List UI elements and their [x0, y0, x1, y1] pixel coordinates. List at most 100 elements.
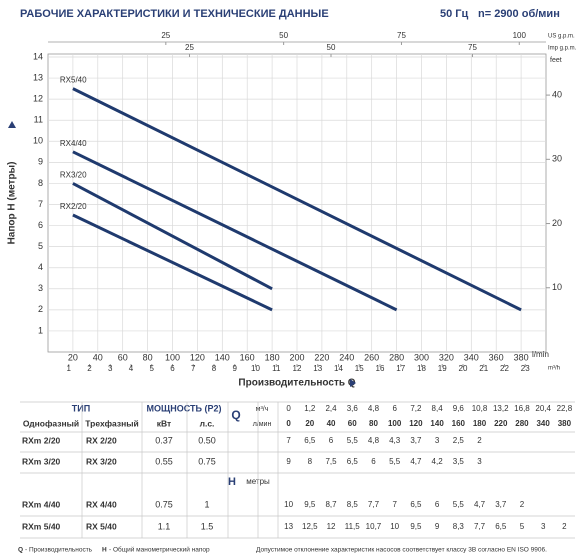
y-tick-label: 5 [38, 241, 43, 251]
series-label: RX3/20 [60, 171, 87, 180]
head-value: 5,5 [453, 500, 465, 509]
y-tick-label: 2 [38, 304, 43, 314]
head-value: 9,5 [304, 500, 316, 509]
head-value: 6,5 [347, 457, 359, 466]
secondary-tick-label: 2 [87, 364, 92, 373]
model-three: RX 5/40 [86, 521, 117, 531]
x-unit: l/min [532, 350, 549, 359]
q-value: 20,4 [535, 404, 551, 413]
series-label: RX2/20 [60, 202, 87, 211]
table-subheader: Трехфазный [85, 418, 138, 428]
y2-tick-label: 20 [552, 218, 562, 228]
secondary-tick-label: 3 [108, 364, 113, 373]
head-value: 4,2 [432, 457, 444, 466]
x-axis-title: Производительность Q [238, 378, 355, 389]
q-value: 100 [388, 419, 402, 428]
series-line [72, 182, 273, 291]
head-value: 2,5 [453, 436, 465, 445]
q-value: 80 [369, 419, 378, 428]
secondary-tick-label: 14 [334, 364, 343, 373]
arrow [350, 379, 356, 387]
q-value: 180 [473, 419, 487, 428]
y-tick-label: 10 [33, 136, 43, 146]
head-value: 2 [562, 522, 567, 531]
head-value: 6 [435, 500, 440, 509]
arrow [8, 121, 16, 128]
q-value: 1,2 [304, 404, 316, 413]
head-value: 4,7 [410, 457, 422, 466]
footnote: - Производительность [25, 547, 93, 554]
secondary-tick-label: 75 [397, 31, 406, 40]
power-hp: 1.5 [201, 521, 214, 531]
y-tick-label: 14 [33, 51, 43, 61]
q-value: 4,8 [368, 404, 380, 413]
power-hp: 0.75 [198, 456, 216, 466]
x-tick-label: 280 [389, 352, 404, 362]
secondary-tick-label: 7 [191, 364, 196, 373]
y2-unit: feet [550, 57, 562, 64]
secondary-tick-label: 10 [251, 364, 260, 373]
power-hp: 0.50 [198, 435, 216, 445]
q-unit: м³/ч [256, 406, 269, 413]
head-value: 8,3 [453, 522, 465, 531]
secondary-unit: m³/h [548, 366, 560, 372]
table-header: ТИП [72, 403, 90, 413]
head-value: 9 [435, 522, 440, 531]
x-tick-label: 100 [165, 352, 180, 362]
q-value: 22,8 [557, 404, 573, 413]
secondary-tick-label: 50 [279, 31, 288, 40]
footnote: Q [18, 547, 23, 554]
head-value: 10 [284, 500, 293, 509]
secondary-tick-label: 6 [170, 364, 175, 373]
q-value: 6 [392, 404, 397, 413]
footnote: H [102, 547, 107, 554]
x-tick-label: 180 [265, 352, 280, 362]
x-tick-label: 160 [240, 352, 255, 362]
x-tick-label: 140 [215, 352, 230, 362]
head-value: 7 [286, 436, 291, 445]
x-tick-label: 300 [414, 352, 429, 362]
x-tick-label: 220 [314, 352, 329, 362]
y-axis-title: Напор H (метры) [7, 162, 18, 245]
x-tick-label: 20 [68, 352, 78, 362]
secondary-tick-label: 19 [438, 364, 447, 373]
head-value: 6 [371, 457, 376, 466]
head-value: 10 [390, 522, 399, 531]
h-label: H [228, 476, 236, 488]
head-value: 3,7 [410, 436, 422, 445]
head-value: 4,7 [474, 500, 486, 509]
y2-tick-label: 30 [552, 154, 562, 164]
head-value: 8,7 [325, 500, 337, 509]
secondary-tick-label: 15 [355, 364, 364, 373]
q-value: 160 [452, 419, 466, 428]
head-value: 9 [286, 457, 291, 466]
head-value: 12 [327, 522, 336, 531]
head-value: 13 [284, 522, 293, 531]
title: РАБОЧИЕ ХАРАКТЕРИСТИКИ И ТЕХНИЧЕСКИЕ ДАН… [20, 8, 329, 20]
power-hp: 1 [204, 499, 209, 509]
q-value: 140 [430, 419, 444, 428]
head-value: 7 [392, 500, 397, 509]
secondary-tick-label: 20 [459, 364, 468, 373]
x-tick-label: 240 [339, 352, 354, 362]
model-single: RXm 5/40 [22, 521, 61, 531]
head-value: 10,7 [366, 522, 382, 531]
head-value: 2 [477, 436, 482, 445]
x-tick-label: 260 [364, 352, 379, 362]
secondary-tick-label: 50 [327, 43, 336, 52]
y-tick-label: 6 [38, 220, 43, 230]
y-tick-label: 1 [38, 325, 43, 335]
series-line [72, 213, 273, 312]
head-value: 7,5 [325, 457, 337, 466]
q-unit: л/мин [253, 421, 272, 428]
q-value: 380 [558, 419, 572, 428]
head-value: 4,8 [368, 436, 380, 445]
q-value: 16,8 [514, 404, 530, 413]
head-value: 5,5 [347, 436, 359, 445]
q-value: 340 [536, 419, 550, 428]
q-value: 7,2 [410, 404, 422, 413]
head-value: 12,5 [302, 522, 318, 531]
x-tick-label: 200 [289, 352, 304, 362]
head-value: 3 [541, 522, 546, 531]
q-value: 40 [327, 419, 336, 428]
